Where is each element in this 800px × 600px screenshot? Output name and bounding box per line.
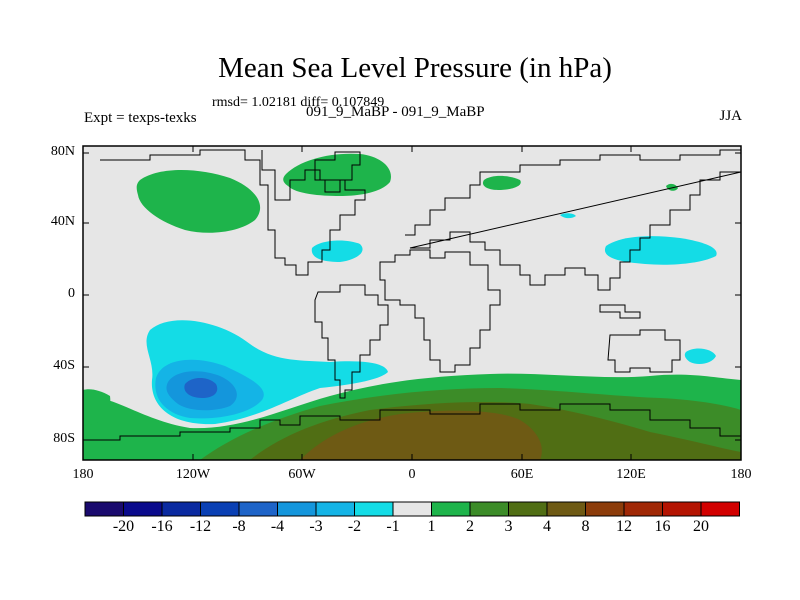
coastlines xyxy=(83,149,741,441)
colorbar-label: -8 xyxy=(232,518,246,535)
colorbar-swatch xyxy=(123,501,163,517)
colorbar-label: 16 xyxy=(654,518,671,535)
colorbar-swatch xyxy=(238,501,278,517)
x-tick-label: 120E xyxy=(616,467,646,482)
colorbar-swatch xyxy=(546,501,586,517)
colorbar-label: -1 xyxy=(386,518,400,535)
x-tick-label: 60W xyxy=(288,467,316,482)
colorbar-swatch xyxy=(508,501,548,517)
coastline-indonesia xyxy=(599,304,641,319)
colorbar-swatch xyxy=(623,501,663,517)
colorbar-swatch xyxy=(662,501,702,517)
experiment-label: Expt = texps-texks xyxy=(84,110,197,126)
colorbar-swatch xyxy=(431,501,471,517)
colorbar-swatch xyxy=(200,501,240,517)
colorbar-label: -16 xyxy=(151,518,173,535)
colorbar xyxy=(84,501,740,517)
coastline-australia xyxy=(607,329,681,373)
colorbar-swatch xyxy=(700,501,740,517)
colorbar-swatch xyxy=(392,501,432,517)
y-tick-label: 40S xyxy=(53,358,75,373)
colorbar-swatch xyxy=(469,501,509,517)
contour-fill-neg1-indian xyxy=(684,348,716,364)
colorbar-label: -2 xyxy=(347,518,362,535)
coastline-south-america xyxy=(314,284,389,399)
colorbar-label: 4 xyxy=(543,518,551,535)
colorbar-swatch xyxy=(585,501,625,517)
colorbar-swatch xyxy=(354,501,394,517)
coastline-asia xyxy=(405,149,741,291)
y-tick-label: 80N xyxy=(50,144,75,159)
colorbar-label: 2 xyxy=(466,518,474,535)
colorbar-swatch xyxy=(315,501,355,517)
x-tick-label: 180 xyxy=(730,467,752,482)
y-tick-label: 80S xyxy=(53,431,75,446)
contour-fill-neg1-smallpatch xyxy=(560,213,576,219)
x-tick-label: 180 xyxy=(72,467,94,482)
coastline-greenland xyxy=(314,151,361,193)
colorbar-label: -4 xyxy=(270,518,285,535)
axis-ticks xyxy=(82,146,742,460)
anomaly-fields xyxy=(83,153,741,460)
colorbar-label: 8 xyxy=(581,518,590,535)
rmsd-subtitle: rmsd= 1.02181 diff= 0.107849 xyxy=(212,95,385,110)
contour-fill-neg1-natl xyxy=(311,240,363,262)
plot-title: Mean Sea Level Pressure (in hPa) xyxy=(218,52,612,84)
colorbar-label: 12 xyxy=(616,518,632,535)
x-tick-label: 120W xyxy=(175,467,211,482)
colorbar-label: 3 xyxy=(504,518,513,535)
coastline-antarctica xyxy=(83,403,741,441)
coastline-europe-africa xyxy=(379,249,501,373)
contour-fill-2-arctic xyxy=(283,153,391,196)
contour-fill-neg4-spacific xyxy=(184,378,218,398)
y-tick-label: 0 xyxy=(68,286,75,301)
contour-fill-2-natl xyxy=(482,175,521,190)
colorbar-label: -3 xyxy=(309,518,323,535)
colorbar-label: -12 xyxy=(189,518,212,535)
contour-fill-2-westedge xyxy=(83,389,111,426)
colorbar-swatch xyxy=(161,501,201,517)
coastline-north-america xyxy=(100,149,366,276)
contour-fill-8-south xyxy=(300,410,542,460)
x-tick-label: 60E xyxy=(510,467,534,482)
x-tick-label: 0 xyxy=(408,467,416,482)
colorbar-label: -20 xyxy=(112,518,135,535)
contour-fill-neg1-nwpacific xyxy=(604,236,717,265)
season-label: JJA xyxy=(719,108,742,124)
colorbar-label: 20 xyxy=(693,518,709,535)
comparison-label: 091_9_MaBP - 091_9_MaBP xyxy=(306,104,485,120)
contour-fill-2-npacific xyxy=(136,170,261,233)
y-tick-label: 40N xyxy=(50,214,75,229)
colorbar-label: 1 xyxy=(427,518,436,535)
contour-fill-2-asia xyxy=(666,183,678,191)
colorbar-swatch xyxy=(277,501,317,517)
colorbar-swatch xyxy=(84,501,124,517)
